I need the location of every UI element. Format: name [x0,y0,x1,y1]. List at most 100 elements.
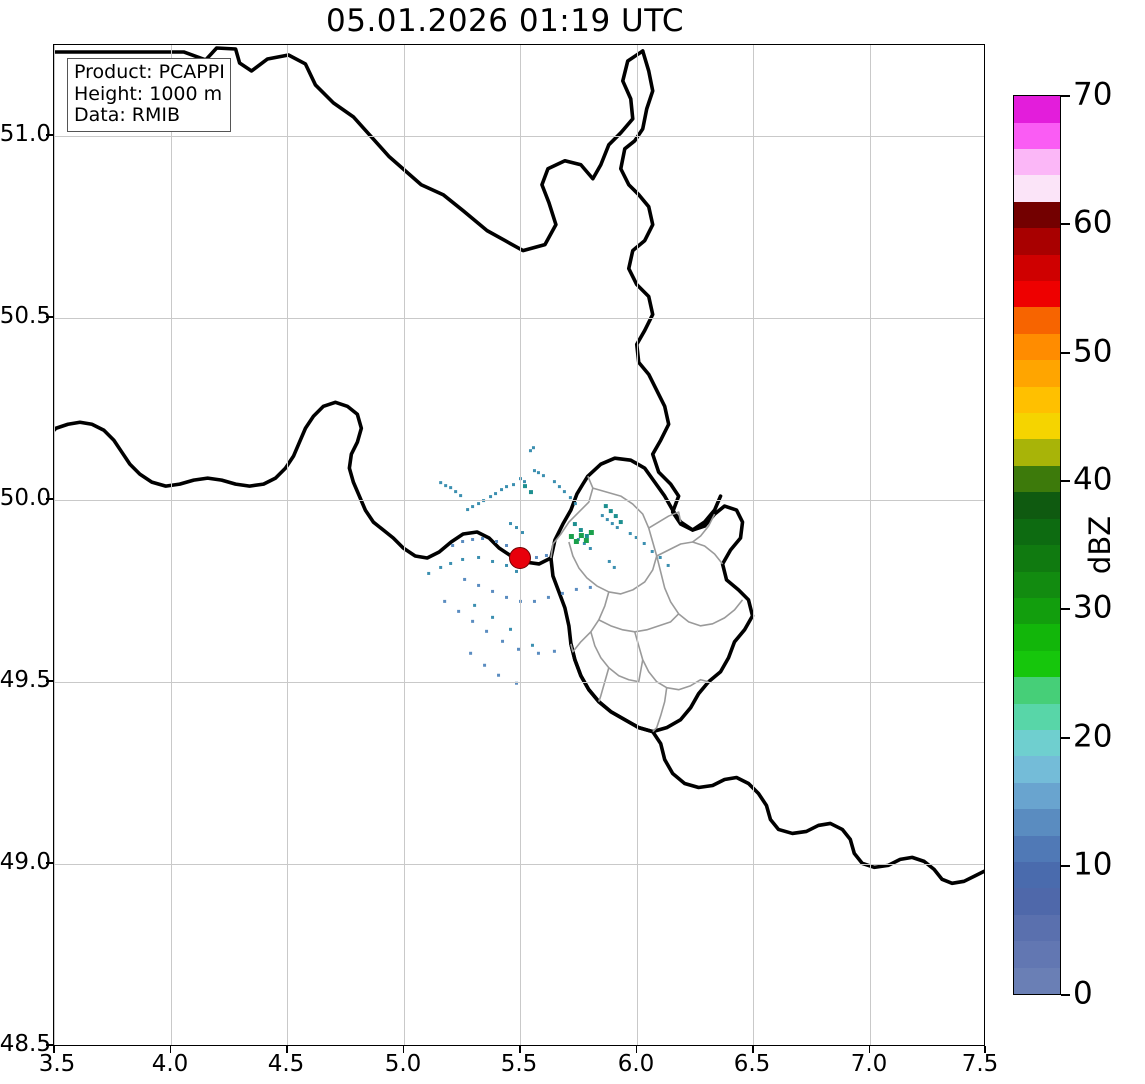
ytick-mark [46,680,53,682]
colorbar-band-5 [1014,835,1060,862]
gridline-v [403,45,405,1045]
xtick-label: 7.5 [961,1051,999,1077]
gridline-h [54,682,984,683]
cbtick-label: 30 [1073,589,1113,626]
xtick-mark [519,1046,521,1053]
colorbar-band-26 [1014,281,1060,308]
xtick-label: 5.0 [384,1051,422,1077]
colorbar-band-6 [1014,809,1060,836]
cbtick-mark [1061,994,1070,996]
colorbar-band-17 [1014,518,1060,546]
ytick-mark [46,498,53,500]
cbtick-mark [1061,95,1070,97]
xtick-label: 5.5 [500,1051,538,1077]
info-product: Product: PCAPPI [74,61,225,83]
radar-echo-layer [427,446,670,685]
cbtick-label: 40 [1073,461,1113,498]
national-border-lines [54,46,984,886]
colorbar-band-24 [1014,333,1060,361]
info-height: Height: 1000 m [74,82,223,105]
colorbar-band-14 [1014,597,1060,625]
colorbar-band-31 [1014,149,1060,176]
internal-admin-boundaries [550,475,744,733]
cbtick-mark [1061,737,1070,739]
gridline-h [54,864,984,865]
cbtick-mark [1061,223,1070,225]
gridline-h [54,136,984,137]
xtick-mark [53,1046,55,1053]
cbtick-mark [1061,352,1070,354]
radar-site-marker[interactable] [509,547,531,569]
ytick-mark [46,862,53,864]
colorbar-band-10 [1014,703,1060,730]
ytick-mark [46,316,53,318]
colorbar-band-32 [1014,122,1060,149]
colorbar-band-18 [1014,492,1060,519]
colorbar-band-12 [1014,650,1060,678]
colorbar-band-3 [1014,888,1060,915]
product-info-box: Product: PCAPPI Height: 1000 m Data: RMI… [67,58,231,132]
colorbar-band-27 [1014,254,1060,282]
xtick-label: 6.5 [733,1051,771,1077]
ytick-mark [46,1044,53,1046]
ytick-label: 49.5 [0,667,51,693]
colorbar-band-20 [1014,439,1060,466]
colorbar-band-0 [1014,967,1060,994]
ytick-mark [46,134,53,136]
radar-map-plot[interactable]: Product: PCAPPI Height: 1000 m Data: RMI… [53,44,985,1046]
gridline-v [54,45,55,1045]
cbtick-mark [1061,865,1070,867]
xtick-mark [169,1046,172,1053]
xtick-label: 4.5 [267,1051,305,1077]
colorbar-band-22 [1014,386,1060,414]
gridline-v [869,45,871,1045]
colorbar-band-9 [1014,729,1060,757]
cbtick-mark [1061,480,1070,482]
gridline-v [520,45,521,1045]
xtick-mark [286,1046,288,1053]
colorbar-band-11 [1014,677,1060,704]
gridline-h [54,500,984,501]
ytick-label: 51.0 [0,121,51,147]
gridline-v [170,45,172,1045]
xtick-mark [752,1046,754,1053]
xtick-mark [635,1046,638,1053]
colorbar-band-30 [1014,175,1060,202]
cbtick-label: 0 [1073,975,1093,1012]
colorbar-unit-label: dBZ [1083,515,1117,575]
colorbar-band-33 [1014,96,1060,123]
ytick-label: 48.5 [0,1031,51,1057]
page-title: 05.01.2026 01:19 UTC [326,3,684,39]
ytick-label: 50.5 [0,303,51,329]
colorbar-band-13 [1014,624,1060,651]
gridline-v [753,45,754,1045]
colorbar[interactable]: 0 10 20 30 40 50 60 70 [1013,79,1112,1009]
colorbar-band-4 [1014,861,1060,889]
gridline-v [287,45,288,1045]
info-data: Data: RMIB [74,104,181,126]
cbtick-label: 20 [1073,718,1113,755]
colorbar-band-25 [1014,307,1060,334]
cbtick-label: 70 [1073,76,1113,113]
colorbar-band-28 [1014,228,1060,255]
colorbar-band-8 [1014,756,1060,783]
xtick-label: 4.0 [151,1051,189,1077]
cbtick-label: 60 [1073,204,1113,241]
colorbar-band-19 [1014,465,1060,493]
xtick-label: 3.5 [38,1051,76,1077]
xtick-label: 6.0 [617,1051,655,1077]
gridline-v [636,45,638,1045]
xtick-label: 7.0 [850,1051,888,1077]
xtick-mark [402,1046,405,1053]
colorbar-band-2 [1014,914,1060,942]
gridline-h [54,318,984,319]
colorbar-band-15 [1014,571,1060,598]
colorbar-band-29 [1014,201,1060,229]
colorbar-band-21 [1014,413,1060,440]
ytick-label: 49.0 [0,849,51,875]
colorbar-band-7 [1014,782,1060,810]
colorbar-band-1 [1014,941,1060,968]
cbtick-label: 50 [1073,333,1113,370]
map-geometry [54,46,984,886]
xtick-mark [868,1046,871,1053]
